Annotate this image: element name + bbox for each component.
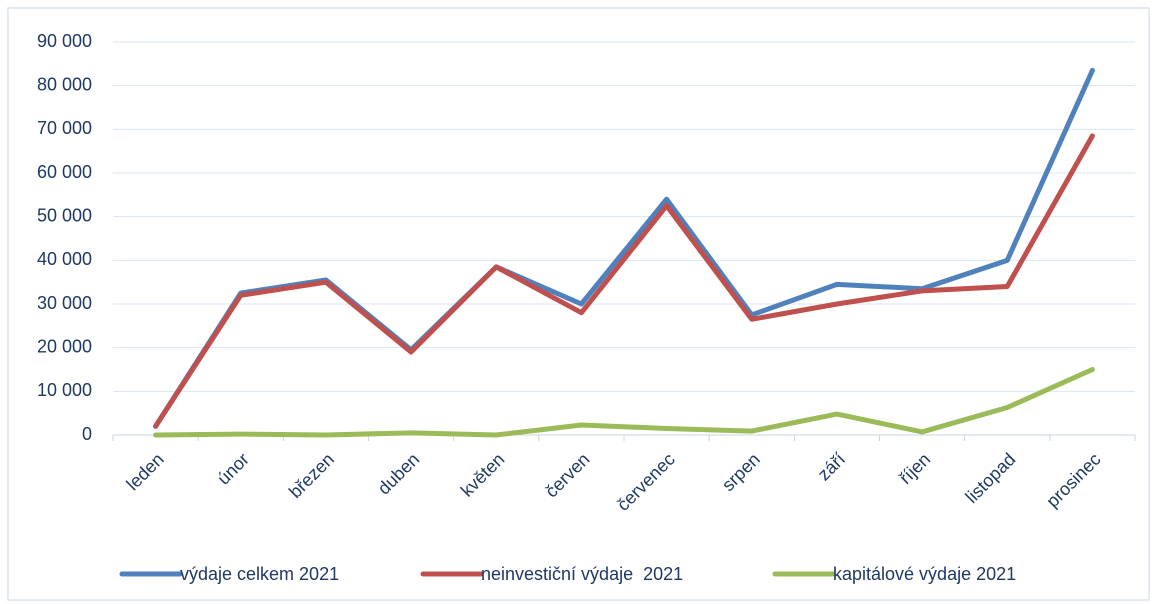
y-tick-label: 0: [82, 424, 92, 444]
y-tick-label: 60 000: [37, 162, 92, 182]
series-line: [153, 133, 1095, 429]
series-line: [153, 367, 1095, 438]
y-tick-label: 80 000: [37, 74, 92, 94]
y-tick-label: 10 000: [37, 380, 92, 400]
y-tick-label: 70 000: [37, 118, 92, 138]
y-tick-label: 50 000: [37, 205, 92, 225]
y-tick-label: 40 000: [37, 249, 92, 269]
y-tick-label: 90 000: [37, 31, 92, 51]
legend-label: neinvestiční výdaje 2021: [481, 564, 683, 584]
y-tick-label: 30 000: [37, 293, 92, 313]
y-tick-label: 20 000: [37, 336, 92, 356]
legend-label: výdaje celkem 2021: [180, 564, 339, 584]
legend-label: kapitálové výdaje 2021: [833, 564, 1016, 584]
